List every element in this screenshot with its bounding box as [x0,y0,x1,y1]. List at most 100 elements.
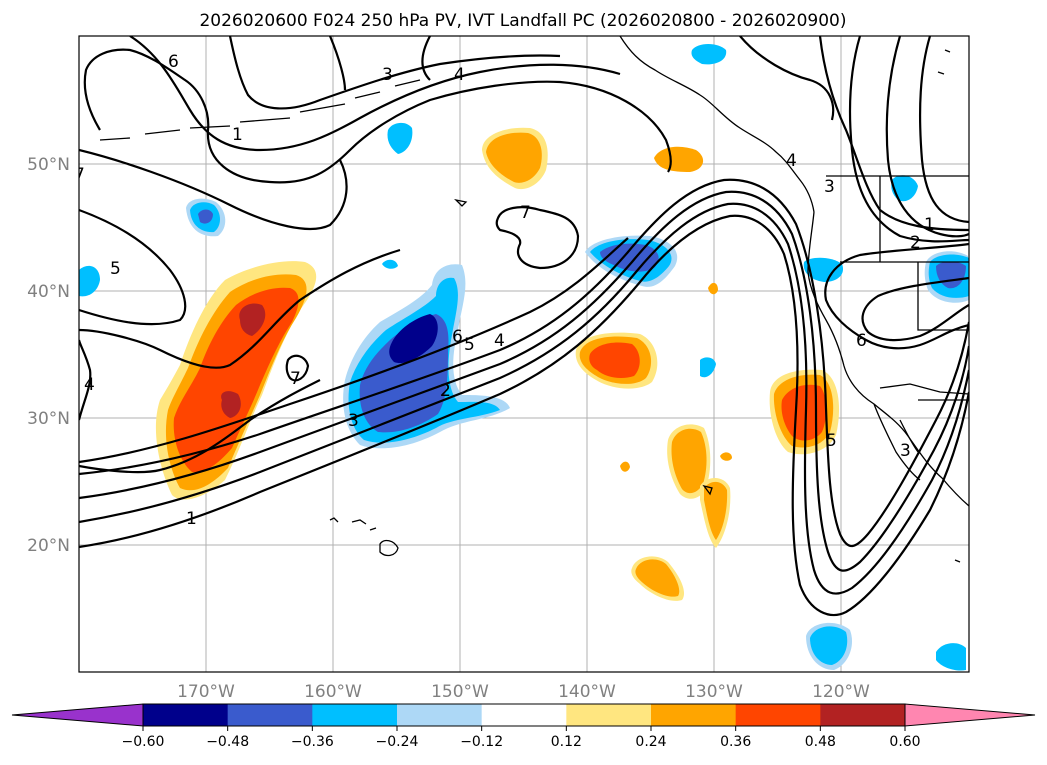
pos-region-west-dark [221,303,266,418]
colorbar-tick-label: 0.36 [720,734,751,750]
contour-label: 5 [110,259,121,279]
contour-label: 7 [290,369,301,389]
contour-label: 3 [900,441,911,461]
contour-label: 1 [232,125,243,145]
contour-label: 1 [924,215,935,235]
contour-label: 6 [856,331,867,351]
contour-label: 2 [440,381,451,401]
contour-label: 5 [826,431,837,451]
pv-contour [129,36,621,152]
contour-label: 3 [348,411,359,431]
pos-region-west-red [173,287,299,473]
pv-contour [79,248,401,474]
pv-contour [285,354,310,382]
contour-labels: 6 3 4 5 7 4 1 2 6 5 4 3 2 3 7 1 6 5 4 1 … [79,52,935,529]
contour-label: 4 [786,151,797,171]
pos-region-small1 [620,461,630,472]
colorbar-tick-label: −0.24 [376,734,419,750]
lon-label: 150°W [431,682,489,702]
pv-contour [79,148,348,231]
pv-contour [824,242,969,350]
lat-label: 40°N [27,282,70,302]
contour-label: 6 [452,327,463,347]
pos-region-mid-red [589,342,640,378]
lon-label: 170°W [177,682,235,702]
colorbar-segment [397,704,483,726]
lon-label: 160°W [304,682,362,702]
neg-region-pnw [891,175,918,202]
colorbar-tick-label: 0.48 [805,734,836,750]
contour-label: 4 [494,331,505,351]
border-mexico [879,383,969,395]
border-states [840,176,969,401]
contour-label: 3 [824,177,835,197]
pos-region-gulf [654,146,704,172]
pv-contour [79,208,187,326]
coast-aleutians [99,79,421,141]
colorbar-tick-label: −0.36 [291,734,334,750]
colorbar-outline [142,703,906,727]
colorbar-segment [651,704,737,726]
pv-contour [849,36,969,243]
colorbar-segment [481,704,567,726]
pv-contour [228,36,561,110]
pos-region-sub3-orange [635,559,680,597]
contour-label: 6 [168,52,179,72]
pv-contour [495,206,580,270]
pv-contour [328,36,835,121]
contour-label: 5 [464,335,475,355]
colorbar-tick-label: 0.12 [551,734,582,750]
pos-region-sub2-orange [704,481,728,540]
neg-region-sub1 [700,357,716,378]
contour-label: 2 [910,233,921,253]
colorbar-segment [566,704,652,726]
pv-contour [818,36,969,232]
contour-label: 1 [186,509,197,529]
colorbar-segment [312,704,398,726]
contour-label: 7 [520,203,531,223]
pv-contour [79,202,969,595]
coast-islands [454,49,961,563]
coast-hawaii [329,517,399,557]
colorbar-tick-label: 0.24 [635,734,666,750]
lon-label: 140°W [558,682,616,702]
coast-alaska [619,36,815,213]
pos-region-north-orange [486,132,542,183]
lat-label: 50°N [27,155,70,175]
pv-contour [79,178,969,548]
contour-label: 3 [382,65,393,85]
contour-label: 2 [440,381,451,401]
contour-label: 4 [84,375,95,395]
lon-label: 130°W [685,682,743,702]
pos-region-small3 [720,452,732,461]
colorbar-segment [143,704,229,726]
map-frame [78,35,970,673]
neg-region-edge [79,265,100,297]
pos-region-small2 [708,282,718,295]
lat-label: 20°N [27,536,70,556]
colorbar-segment [227,704,313,726]
positive-anomaly-shading [155,127,840,601]
pv-contour [885,36,969,238]
pv-contour [79,237,629,464]
pv-contour [83,48,672,184]
pos-region-sub1-orange [671,428,707,494]
pv-contour [918,36,969,224]
pv-contour [79,214,969,617]
neg-region-small [382,259,398,269]
colorbar-tick-label: −0.12 [460,734,503,750]
pv-contour [79,339,92,421]
neg-region-nw2 [387,122,413,154]
pv-contours [79,36,969,617]
pv-contour [861,276,969,342]
colorbar-tick-label: 0.60 [889,734,920,750]
neg-region-nw1-mid [198,209,213,224]
pv-contour [79,190,969,572]
colorbar-extend-high [904,703,1036,727]
coastlines [99,36,969,563]
contour-label: 4 [454,65,465,85]
coast-westcoast [807,211,969,507]
lat-label: 30°N [27,409,70,429]
longitude-labels: 170°W 160°W 150°W 140°W 130°W 120°W [177,682,870,702]
